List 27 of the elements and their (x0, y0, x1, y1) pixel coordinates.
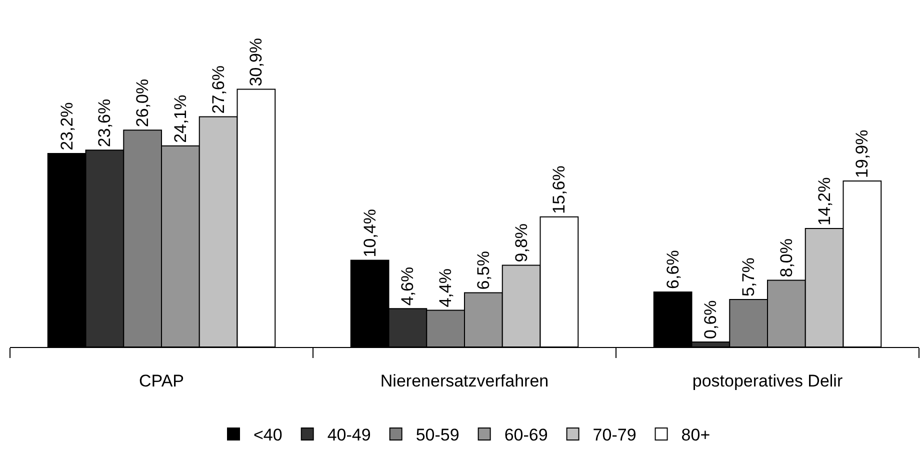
data-label: 30,9% (246, 38, 266, 86)
data-label: 26,0% (133, 78, 152, 128)
data-label: 9,8% (512, 223, 531, 262)
legend-label: 70-79 (592, 426, 636, 445)
x-tick-label: CPAP (138, 371, 184, 390)
x-tick-label: Nierenersatzverfahren (380, 371, 549, 390)
legend-label: 50-59 (416, 426, 460, 445)
data-label: 4,4% (436, 268, 456, 308)
legend-label: <40 (254, 426, 282, 445)
data-label: 15,6% (550, 166, 569, 214)
data-label: 0,6% (701, 300, 720, 339)
data-label: 6,5% (474, 251, 493, 290)
data-label: 8,0% (776, 238, 796, 278)
data-label: 5,7% (739, 258, 758, 296)
data-label: 23,2% (57, 102, 76, 150)
legend-label: 60-69 (504, 426, 548, 445)
x-tick-label: postoperatives Delir (692, 371, 843, 390)
legend-label: 40-49 (327, 426, 371, 445)
data-label: 4,6% (398, 266, 418, 306)
data-label: 6,6% (663, 250, 682, 289)
data-label: 23,6% (95, 98, 114, 148)
data-label: 27,6% (208, 66, 228, 114)
data-label: 24,1% (170, 94, 190, 143)
data-label: 14,2% (814, 177, 834, 226)
legend-label: 80+ (681, 426, 710, 445)
data-label: 19,9% (852, 130, 872, 178)
data-label: 10,4% (360, 209, 380, 258)
